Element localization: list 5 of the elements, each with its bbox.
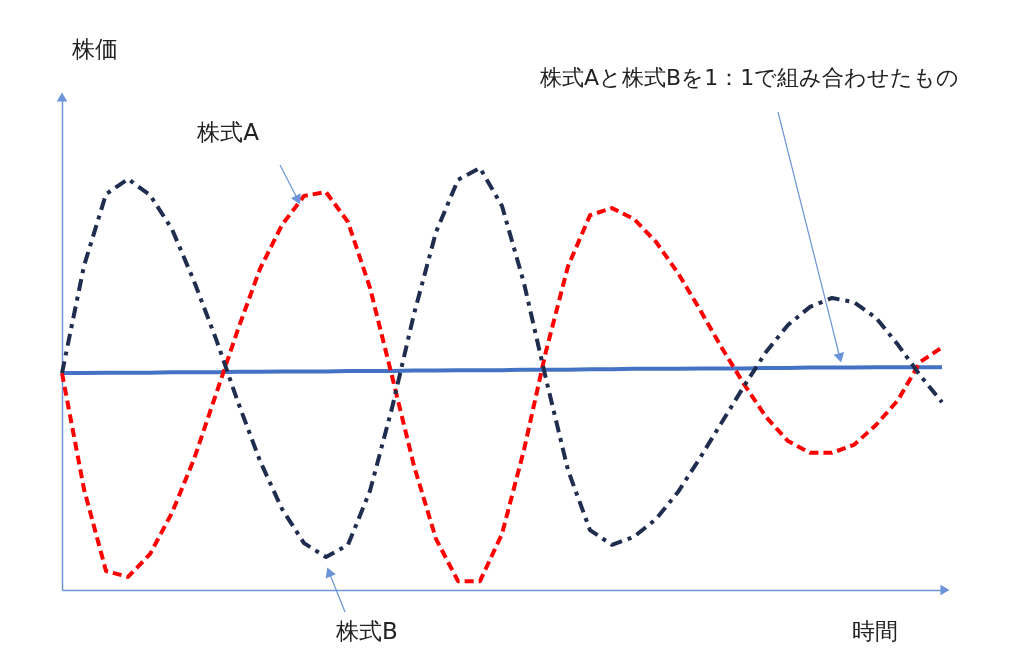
y-axis-title: 株価 [71, 36, 118, 62]
text: 株式A [196, 119, 260, 145]
text: 株式B [335, 618, 398, 644]
x-axis-title: 時間 [852, 618, 898, 644]
text: 株式Aと株式Bを1：1で組み合わせたもの [539, 65, 960, 90]
